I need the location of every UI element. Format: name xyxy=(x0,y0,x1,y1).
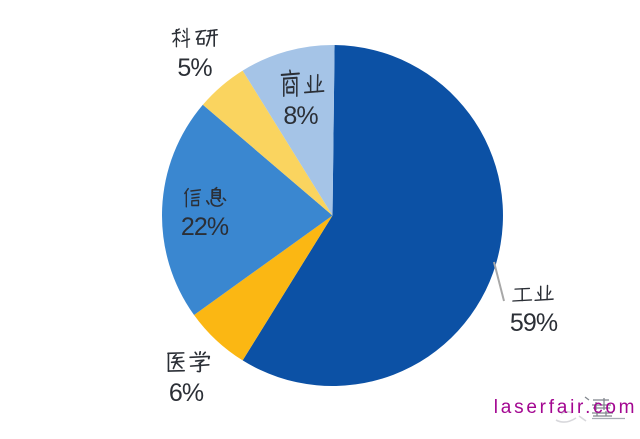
svg-text:22%: 22% xyxy=(181,213,229,241)
svg-text:6%: 6% xyxy=(169,379,204,407)
svg-text:laserfair.com: laserfair.com xyxy=(494,397,637,418)
svg-text:5%: 5% xyxy=(177,54,212,82)
svg-text:8%: 8% xyxy=(283,102,318,130)
svg-text:59%: 59% xyxy=(510,309,558,337)
